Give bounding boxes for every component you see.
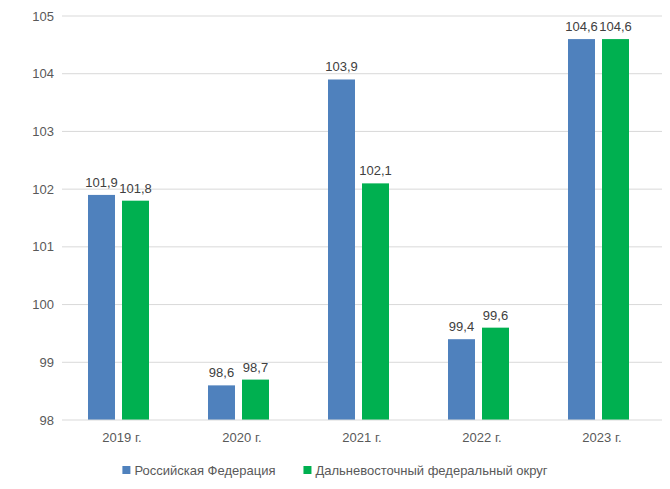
grid-line [62, 16, 662, 17]
bar [362, 183, 389, 420]
legend-item: Российская Федерация [122, 463, 275, 478]
bar [88, 195, 115, 420]
legend-swatch [303, 466, 311, 474]
legend-swatch [122, 466, 130, 474]
bar [602, 39, 629, 420]
y-tick-label: 98 [40, 413, 54, 428]
y-tick-label: 103 [32, 124, 54, 139]
y-tick-label: 102 [32, 182, 54, 197]
x-tick-label: 2020 г. [222, 430, 261, 445]
y-tick-label: 101 [32, 239, 54, 254]
legend-item: Дальневосточный федеральный округ [303, 463, 547, 478]
bar [328, 79, 355, 420]
data-label: 104,6 [599, 19, 632, 34]
x-axis-line [62, 420, 662, 421]
legend: Российская Федерация Дальневосточный феде… [122, 463, 547, 478]
y-tick-label: 104 [32, 66, 54, 81]
legend-label: Российская Федерация [134, 463, 275, 478]
data-label: 98,7 [243, 360, 268, 375]
chart: 98 99 100 101 102 103 104 105 101,9 98,6 103,9 99,4… [0, 0, 670, 489]
bar [448, 339, 475, 420]
y-tick-label: 105 [32, 9, 54, 24]
data-label: 104,6 [565, 19, 598, 34]
data-label: 98,6 [209, 365, 234, 380]
y-tick-label: 100 [32, 297, 54, 312]
bar [482, 328, 509, 420]
data-label: 99,4 [449, 319, 474, 334]
bar [242, 380, 269, 420]
x-tick-label: 2023 г. [582, 430, 621, 445]
x-tick-label: 2022 г. [462, 430, 501, 445]
data-label: 103,9 [325, 59, 358, 74]
data-label: 99,6 [483, 308, 508, 323]
bar [122, 201, 149, 420]
y-tick-label: 99 [40, 355, 54, 370]
x-tick-label: 2019 г. [102, 430, 141, 445]
data-labels: 101,9 98,6 103,9 99,4 104,6 101,8 98,7 102,1 99,… [85, 19, 632, 380]
bar [208, 385, 235, 420]
bar [568, 39, 595, 420]
x-tick-label: 2021 г. [342, 430, 381, 445]
legend-label: Дальневосточный федеральный округ [315, 463, 547, 478]
bars [88, 39, 629, 420]
data-label: 101,8 [119, 181, 152, 196]
data-label: 101,9 [85, 175, 118, 190]
data-label: 102,1 [359, 163, 392, 178]
